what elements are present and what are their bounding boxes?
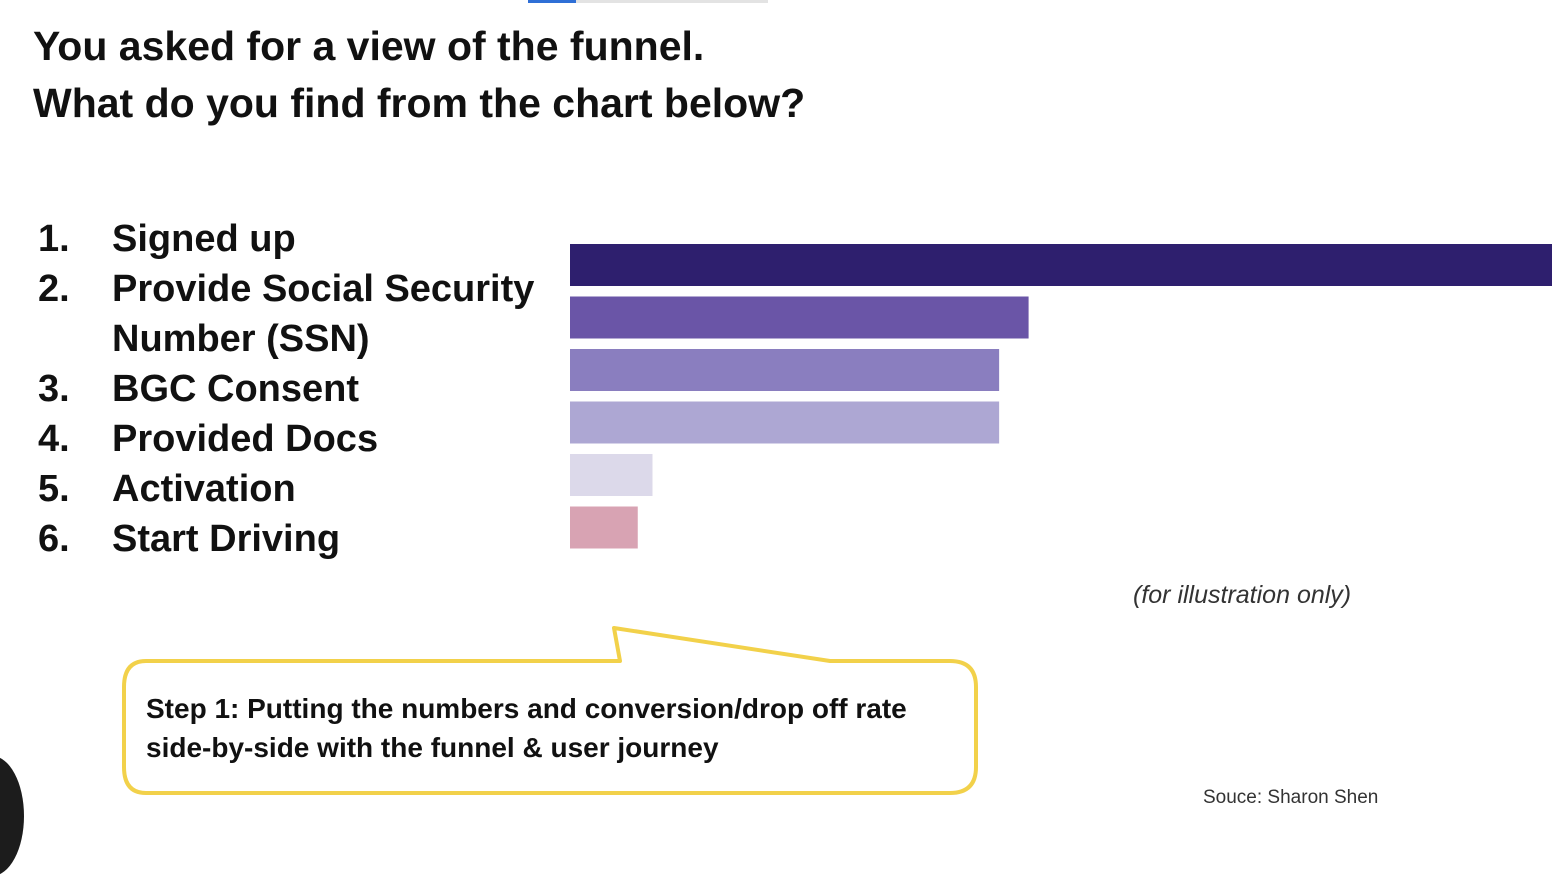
source-credit: Souce: Sharon Shen xyxy=(1203,787,1379,808)
funnel-step-item: 5. Activation xyxy=(38,464,572,514)
callout-text: Step 1: Putting the numbers and conversi… xyxy=(146,693,907,763)
funnel-step-item: 6. Start Driving xyxy=(38,514,572,564)
illustration-note: (for illustration only) xyxy=(1133,581,1352,609)
funnel-bar-2 xyxy=(570,296,1029,339)
funnel-step-label: Activation xyxy=(112,468,296,510)
funnel-step-label: BGC Consent xyxy=(112,368,359,410)
funnel-step-label: Start Driving xyxy=(112,518,341,560)
funnel-step-number: 3. xyxy=(38,368,70,410)
slide-progress-fill xyxy=(528,0,576,3)
funnel-step-number: 6. xyxy=(38,518,70,560)
funnel-step-label: Provided Docs xyxy=(112,418,379,460)
funnel-bar-4 xyxy=(570,401,1000,444)
funnel-step-list: 1. Signed up 2. Provide Social Security … xyxy=(38,214,572,564)
slide-progress-bar xyxy=(528,0,768,3)
slide-title: You asked for a view of the funnel. What… xyxy=(33,18,805,132)
funnel-step-number: 1. xyxy=(38,218,70,260)
callout-border xyxy=(122,626,978,795)
funnel-step-number: 5. xyxy=(38,468,70,510)
funnel-step-item: 4. Provided Docs xyxy=(38,414,572,464)
funnel-step-label: Provide Social Security Number (SSN) xyxy=(112,268,535,360)
funnel-bar-6 xyxy=(570,506,638,549)
presenter-video-thumbnail xyxy=(0,756,24,876)
funnel-step-item: 2. Provide Social Security Number (SSN) xyxy=(38,264,572,364)
funnel-step-item: 1. Signed up xyxy=(38,214,572,264)
funnel-bar-1 xyxy=(570,244,1552,286)
funnel-step-number: 2. xyxy=(38,268,70,310)
callout-bubble xyxy=(122,626,978,795)
funnel-bar-3 xyxy=(570,349,1000,391)
funnel-step-number: 4. xyxy=(38,418,70,460)
funnel-bar-5 xyxy=(570,454,653,496)
slide-title-line-2: What do you find from the chart below? xyxy=(33,80,806,126)
funnel-step-item: 3. BGC Consent xyxy=(38,364,572,414)
slide-title-line-1: You asked for a view of the funnel. xyxy=(33,23,705,69)
funnel-step-label: Signed up xyxy=(112,218,296,260)
funnel-bar-chart xyxy=(570,244,1552,549)
